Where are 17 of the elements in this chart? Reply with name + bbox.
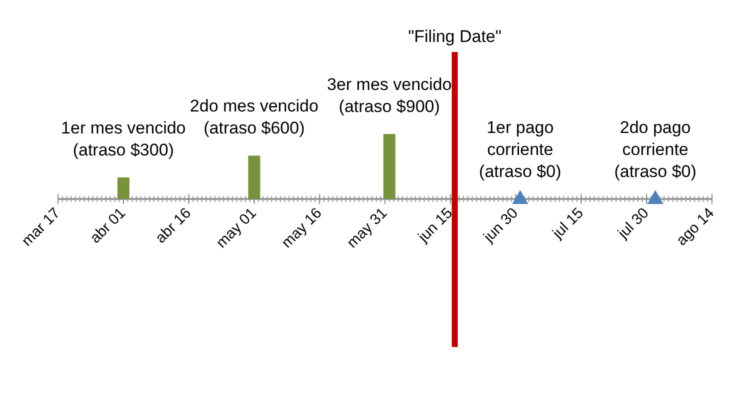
annotation: 2do mes vencido (atraso $600) [190, 96, 318, 138]
x-tick-label: ago 14 [673, 204, 718, 250]
x-tick-label: jun 15 [414, 204, 456, 246]
x-tick-label: jul 15 [548, 204, 587, 243]
x-tick-label: abr 01 [86, 204, 130, 247]
annotation: 1er mes vencido (atraso $300) [61, 118, 186, 160]
x-tick-label: jun 30 [480, 204, 522, 246]
x-tick-label: may 16 [278, 204, 326, 252]
annotation: 2do pago corriente (atraso $0) [614, 118, 696, 181]
annotation: 1er pago corriente (atraso $0) [479, 118, 562, 181]
x-tick-label: mar 17 [18, 204, 64, 250]
x-tick-label: may 01 [213, 204, 260, 252]
x-tick-label: jul 30 [614, 204, 652, 243]
ref-line-label: "Filing Date" [408, 27, 502, 46]
annotation: 3er mes vencido (atraso $900) [326, 75, 452, 116]
x-tick-label: abr 16 [152, 204, 194, 247]
x-tick-label: may 31 [344, 204, 391, 252]
